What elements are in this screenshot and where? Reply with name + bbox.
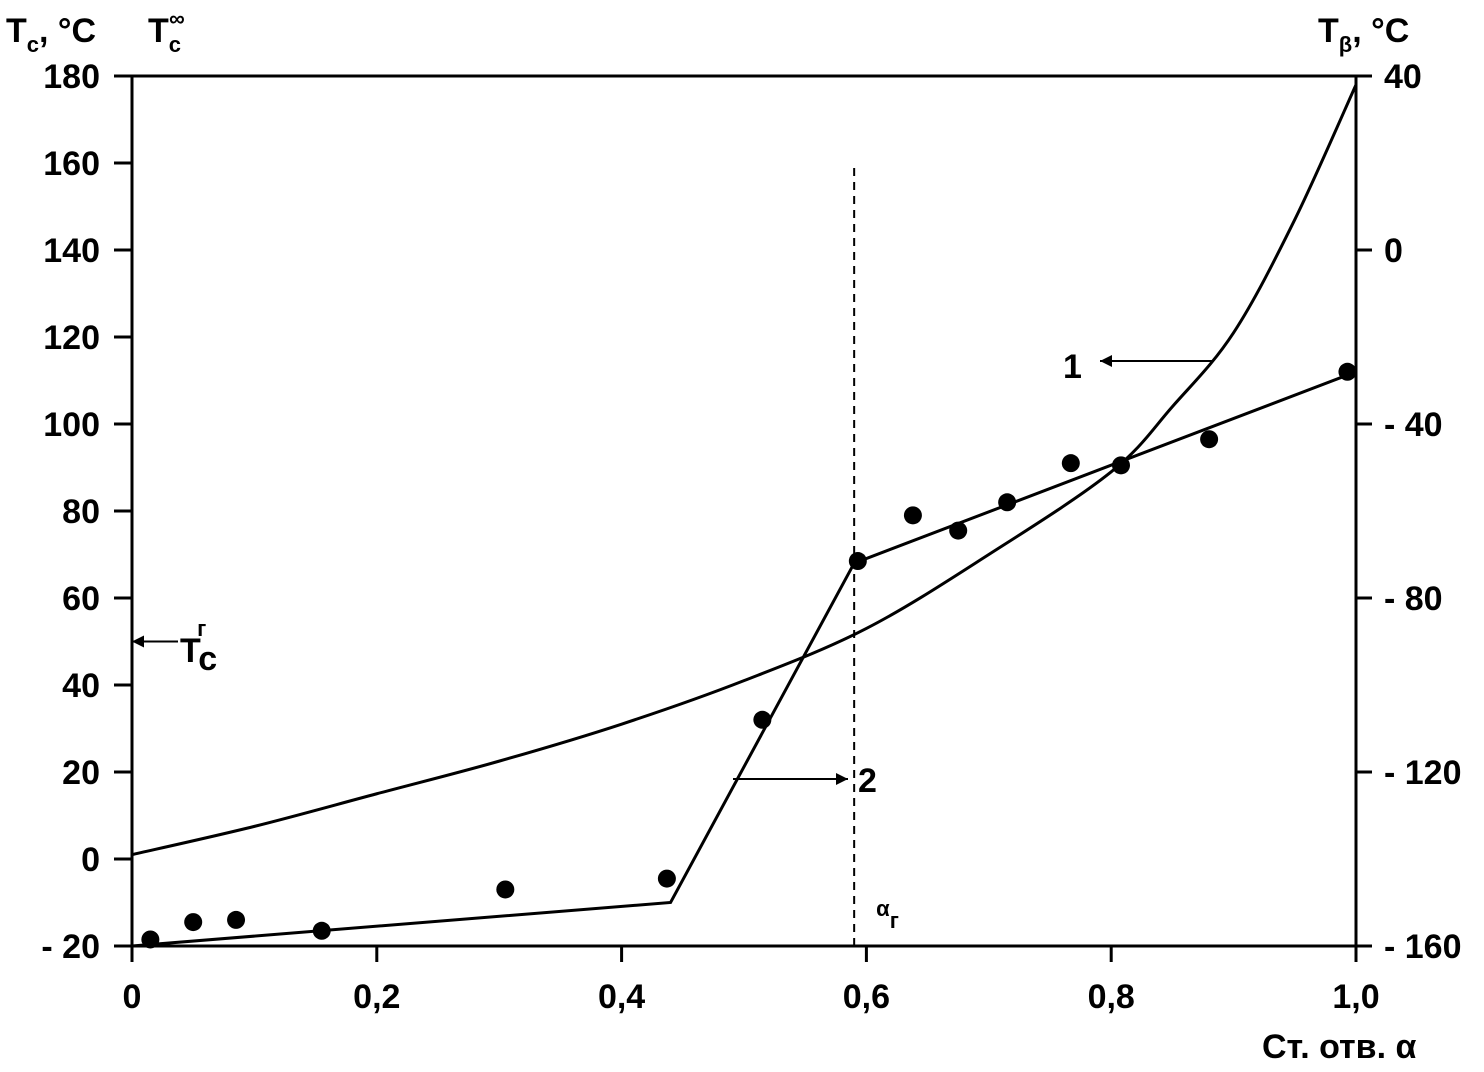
right-title-main: T xyxy=(1318,12,1339,50)
left-tick-label: 120 xyxy=(43,319,100,357)
tcg-main: T xyxy=(180,632,201,670)
data-point xyxy=(949,521,968,540)
alpha-subscript: г xyxy=(890,908,899,933)
right-title-sub: β xyxy=(1339,32,1352,57)
data-point xyxy=(1111,456,1130,475)
data-point xyxy=(657,869,676,888)
left-title-main: T xyxy=(6,12,27,50)
left-axis-title: Tc, °C xyxy=(6,12,96,57)
left-tick-label: 160 xyxy=(43,145,100,183)
bottom-tick-label: 1,0 xyxy=(1332,978,1379,1016)
bottom-tick-label: 0 xyxy=(123,978,142,1016)
data-point xyxy=(227,910,246,929)
left-tick-label: 80 xyxy=(62,493,100,531)
tcg-label: Tcг xyxy=(180,616,217,678)
tcg-sup: г xyxy=(197,616,206,641)
data-point xyxy=(496,880,515,899)
left-tick-label: 180 xyxy=(43,58,100,96)
bottom-tick-label: 0,2 xyxy=(353,978,400,1016)
plot-frame xyxy=(130,74,1358,948)
left-tick-label: 20 xyxy=(62,754,100,792)
right-tick-label: - 160 xyxy=(1384,928,1462,966)
left-axis-title-2: Tc∞ xyxy=(148,6,185,57)
left-title2-main: T xyxy=(148,12,169,50)
left-tick-label: 60 xyxy=(62,580,100,618)
left-tick-label: 100 xyxy=(43,406,100,444)
data-point xyxy=(848,552,867,571)
vertical-line-label: αг xyxy=(876,896,899,933)
right-title-unit: , °C xyxy=(1352,12,1409,50)
right-tick-label: - 120 xyxy=(1384,754,1462,792)
data-point xyxy=(312,921,331,940)
right-axis-title: Tβ, °C xyxy=(1318,12,1409,57)
tcg-sub: c xyxy=(198,640,217,678)
data-point xyxy=(1061,454,1080,473)
data-point xyxy=(753,710,772,729)
plot-border xyxy=(130,74,1358,948)
left-title2-sub: c xyxy=(169,32,181,57)
right-tick-label: - 40 xyxy=(1384,406,1443,444)
data-point xyxy=(141,930,160,949)
right-tick-label: 0 xyxy=(1384,232,1403,270)
left-tick-label: 140 xyxy=(43,232,100,270)
data-point xyxy=(1200,430,1219,449)
annotation-2-label: 2 xyxy=(858,762,877,800)
data-point xyxy=(998,493,1017,512)
bottom-tick-label: 0,8 xyxy=(1088,978,1135,1016)
data-point xyxy=(1338,362,1357,381)
x-axis-title: Ст. отв. α xyxy=(1262,1028,1416,1066)
data-point xyxy=(184,913,203,932)
left-title-unit: , °C xyxy=(39,12,96,50)
annotation-1-label: 1 xyxy=(1063,348,1082,386)
series-layer xyxy=(131,84,1358,949)
left-title2-sup: ∞ xyxy=(169,6,185,31)
left-tick-label: 40 xyxy=(62,667,100,705)
right-tick-label: 40 xyxy=(1384,58,1422,96)
bottom-tick-label: 0,6 xyxy=(843,978,890,1016)
right-tick-label: - 80 xyxy=(1384,580,1443,618)
left-tick-label: 0 xyxy=(81,841,100,879)
alpha-symbol: α xyxy=(876,896,890,921)
series-2-line xyxy=(131,370,1357,948)
left-title-sub: c xyxy=(27,32,39,57)
series-1-curve xyxy=(131,84,1358,857)
bottom-tick-label: 0,4 xyxy=(598,978,645,1016)
left-tick-label: - 20 xyxy=(41,928,100,966)
data-point xyxy=(903,506,922,525)
